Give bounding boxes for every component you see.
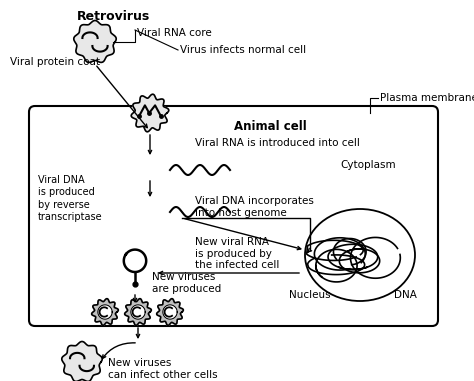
Text: Viral RNA is introduced into cell: Viral RNA is introduced into cell <box>195 138 360 148</box>
Text: Cytoplasm: Cytoplasm <box>340 160 396 170</box>
Polygon shape <box>74 21 116 62</box>
Text: New viral RNA
is produced by
the infected cell: New viral RNA is produced by the infecte… <box>195 237 279 270</box>
Text: Nucleus: Nucleus <box>289 290 331 300</box>
Text: Viral protein coat: Viral protein coat <box>10 57 100 67</box>
Polygon shape <box>131 305 145 319</box>
FancyBboxPatch shape <box>29 106 438 326</box>
Text: Viral DNA incorporates
into host genome: Viral DNA incorporates into host genome <box>195 196 314 218</box>
Text: Retrovirus: Retrovirus <box>77 10 150 23</box>
Polygon shape <box>125 299 151 325</box>
Polygon shape <box>91 299 118 325</box>
Text: Plasma membrane: Plasma membrane <box>380 93 474 103</box>
Text: DNA: DNA <box>393 290 417 300</box>
Text: Viral DNA
is produced
by reverse
transcriptase: Viral DNA is produced by reverse transcr… <box>38 175 103 222</box>
Text: New viruses
can infect other cells: New viruses can infect other cells <box>108 358 218 380</box>
Text: Viral RNA core: Viral RNA core <box>137 28 212 38</box>
Text: Animal cell: Animal cell <box>234 120 306 133</box>
Ellipse shape <box>305 209 415 301</box>
Polygon shape <box>163 305 177 319</box>
Text: Virus infects normal cell: Virus infects normal cell <box>180 45 306 55</box>
Text: New viruses
are produced: New viruses are produced <box>152 272 221 294</box>
Polygon shape <box>98 305 112 319</box>
Polygon shape <box>131 94 169 132</box>
Polygon shape <box>156 299 183 325</box>
Polygon shape <box>62 341 102 381</box>
